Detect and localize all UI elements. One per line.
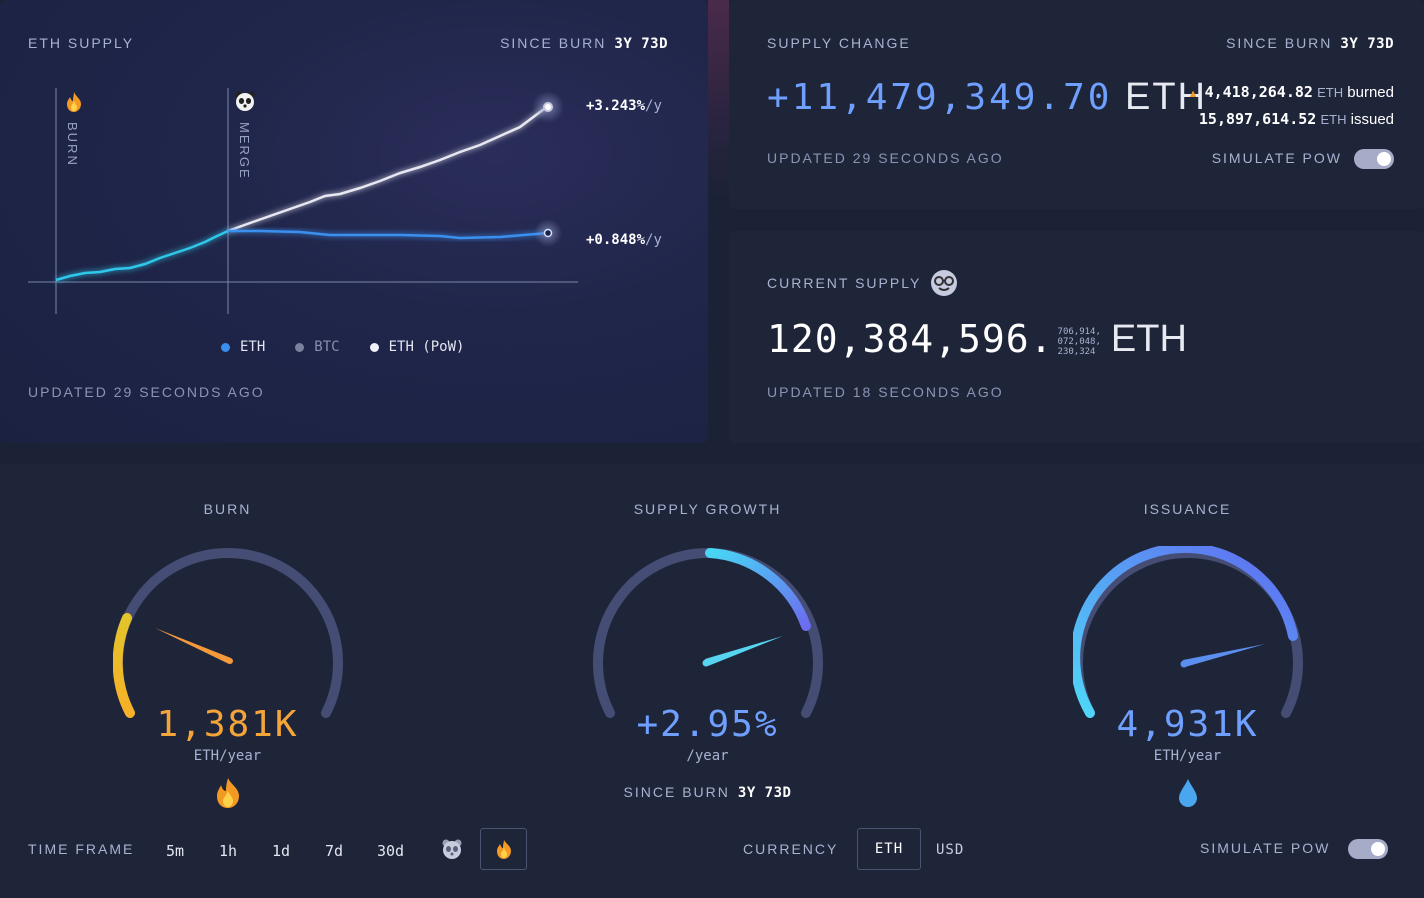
time-frame-30d[interactable]: 30d	[377, 842, 405, 860]
since-label: SINCE BURN	[500, 35, 607, 51]
legend-btc[interactable]: BTC	[295, 339, 340, 355]
eth-supply-since: SINCE BURN 3y 73d	[500, 35, 668, 52]
chart-legend: ETH BTC ETH (PoW)	[221, 339, 464, 355]
current-supply-amount: 120,384,596. 706,914, 072,048, 230,324 E…	[767, 317, 1187, 361]
current-supply-unit: ETH	[1110, 318, 1187, 360]
since-value: 3y 73d	[737, 785, 792, 801]
legend-eth-pow-label: ETH (PoW)	[388, 339, 465, 355]
eth-pow-series-line	[227, 105, 549, 233]
simulate-pow-label-bottom: SIMULATE PoW	[1200, 840, 1331, 856]
droplet-icon	[1179, 779, 1197, 807]
burn-gauge-title: BURN	[203, 501, 252, 517]
growth-gauge	[593, 548, 823, 718]
decimals-line-3: 230,324	[1057, 347, 1096, 357]
time-frame-merge-panda-icon[interactable]	[441, 838, 463, 860]
eth-supply-panel: ETH SUPPLY SINCE BURN 3y 73d BURN MERGE	[0, 0, 708, 443]
supply-change-panel: SUPPLY CHANGE SINCE BURN 3y 73d +11,479,3…	[729, 0, 1424, 209]
supply-chart: BURN MERGE	[28, 88, 578, 314]
eth-endpoint-dot	[543, 228, 553, 238]
issued-unit: ETH	[1320, 112, 1347, 127]
supply-change-title: SUPPLY CHANGE	[767, 35, 911, 51]
current-supply-panel: CURRENT SUPPLY 120,384,596. 706,914, 072…	[729, 231, 1424, 443]
time-frame-5m[interactable]: 5m	[166, 842, 185, 860]
simulate-pow-toggle[interactable]	[1354, 149, 1394, 169]
time-frame-label: TIME FRAME	[28, 841, 135, 857]
since-value: 3y 73d	[1340, 36, 1394, 52]
burn-marker-label: BURN	[65, 122, 80, 167]
eth-rate: +0.848%/y	[586, 232, 662, 248]
burned-unit: ETH	[1317, 85, 1344, 100]
legend-eth-pow-dot	[369, 342, 379, 352]
eth-series-line	[228, 229, 549, 240]
supply-change-amount: +11,479,349.70 ETH	[767, 76, 1207, 119]
eth-supply-updated: UPDATED 29 SECONDS AGO	[28, 384, 265, 400]
nerd-face-icon	[931, 270, 957, 296]
merge-marker-label: MERGE	[237, 122, 252, 180]
since-value: 3y 73d	[614, 36, 668, 52]
small-fire-icon: ▲	[1187, 88, 1199, 100]
supply-change-unit: ETH	[1125, 76, 1207, 118]
supply-change-updated: UPDATED 29 SECONDS AGO	[767, 150, 1004, 166]
fire-icon	[67, 92, 81, 112]
issuance-gauge-unit: ETH/year	[1153, 748, 1222, 764]
legend-btc-dot	[295, 342, 305, 352]
current-supply-decimals: 706,914, 072,048, 230,324	[1058, 327, 1101, 357]
eth-rate-value: +0.848%	[586, 232, 646, 248]
currency-usd-button[interactable]: USD	[936, 842, 965, 858]
pow-rate-value: +3.243%	[586, 98, 646, 114]
time-frame-7d[interactable]: 7d	[325, 842, 344, 860]
pow-rate: +3.243%/y	[586, 98, 662, 114]
burn-gauge-value: 1,381K	[156, 704, 299, 745]
issuance-gauge-value: 4,931K	[1116, 704, 1259, 745]
issued-row: 15,897,614.52 ETH issued	[1188, 107, 1394, 132]
pow-rate-unit: /y	[645, 98, 662, 114]
eth-series-line-premerge	[55, 229, 229, 282]
burned-issued-breakdown: ▲ 4,418,264.82 ETH burned 15,897,614.52 E…	[1188, 80, 1394, 132]
currency-label: CURRENCY	[743, 841, 839, 857]
eth-rate-unit: /y	[645, 232, 662, 248]
simulate-pow-toggle-bottom[interactable]	[1348, 839, 1388, 859]
time-frame-1h[interactable]: 1h	[219, 842, 238, 860]
supply-change-value: +11,479,349.70	[767, 77, 1113, 118]
fire-icon-large	[217, 778, 239, 808]
eth-supply-title: ETH SUPPLY	[28, 35, 135, 51]
growth-gauge-value: +2.95%	[636, 704, 779, 745]
time-frame-1d[interactable]: 1d	[272, 842, 291, 860]
current-supply-title: CURRENT SUPPLY	[767, 275, 922, 291]
pow-endpoint-dot	[543, 102, 553, 112]
current-supply-value: 120,384,596.	[767, 317, 1054, 361]
simulate-pow-label: SIMULATE PoW	[1211, 150, 1342, 166]
panel-divider	[708, 0, 729, 200]
panda-icon	[235, 91, 255, 111]
gauges-section: BURN 1,381K ETH/year SUPPLY GROWTH +2.95…	[0, 464, 1424, 898]
legend-btc-label: BTC	[314, 339, 340, 355]
growth-gauge-title: SUPPLY GROWTH	[633, 501, 782, 517]
issuance-gauge	[1073, 546, 1303, 718]
since-label: SINCE BURN	[1226, 35, 1333, 51]
currency-eth-button[interactable]: ETH	[857, 828, 921, 870]
current-supply-updated: UPDATED 18 SECONDS AGO	[767, 384, 1004, 400]
time-frame-since-burn-button[interactable]	[480, 828, 527, 870]
burn-gauge-unit: ETH/year	[193, 748, 262, 764]
legend-eth-pow[interactable]: ETH (PoW)	[369, 339, 465, 355]
growth-since: SINCE BURN 3y 73d	[480, 784, 935, 801]
burned-word: burned	[1347, 84, 1394, 101]
legend-eth-dot	[221, 342, 230, 352]
fire-icon	[497, 839, 511, 859]
issued-word: issued	[1350, 111, 1394, 128]
burn-gauge	[113, 548, 343, 718]
burned-value: 4,418,264.82	[1204, 83, 1313, 101]
decimals-line-2: 072,048,	[1057, 337, 1101, 347]
legend-eth-label: ETH	[240, 339, 266, 355]
legend-eth[interactable]: ETH	[221, 339, 265, 355]
burned-row: ▲ 4,418,264.82 ETH burned	[1188, 80, 1394, 107]
issuance-gauge-title: ISSUANCE	[1143, 501, 1232, 517]
growth-gauge-unit: /year	[686, 748, 729, 764]
decimals-line-1: 706,914,	[1057, 327, 1101, 337]
since-label: SINCE BURN	[623, 784, 730, 800]
issued-value: 15,897,614.52	[1198, 110, 1317, 128]
supply-change-since: SINCE BURN 3y 73d	[1226, 35, 1394, 52]
